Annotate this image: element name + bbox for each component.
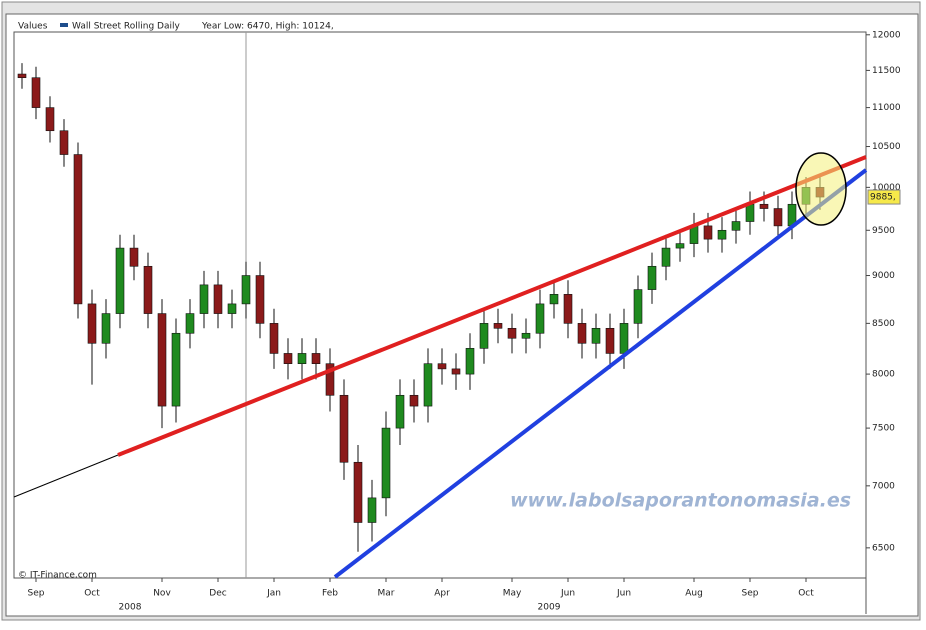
candle-body <box>535 303 545 334</box>
candle-body <box>661 247 671 267</box>
legend-swatch <box>60 23 68 27</box>
x-tick-label: Apr <box>434 589 450 599</box>
y-tick-label: 8500 <box>872 319 895 329</box>
candle-body <box>171 332 181 407</box>
trend-extension <box>13 454 119 498</box>
y-tick-label: 9500 <box>872 226 895 236</box>
x-tick-label: Jun <box>616 589 631 599</box>
candle-body <box>479 323 489 349</box>
candle-body <box>339 394 349 463</box>
candle-body <box>241 275 251 305</box>
candle-body <box>591 327 601 344</box>
x-tick-label: Feb <box>322 589 338 599</box>
candle-body <box>227 303 237 314</box>
plot-area <box>13 31 867 579</box>
credit: © IT-Finance.com <box>18 571 97 581</box>
candle-body <box>759 203 769 209</box>
support-line <box>333 168 868 579</box>
y-tick-label: 11500 <box>872 66 901 76</box>
candle-body <box>409 394 419 407</box>
candle-body <box>185 313 195 334</box>
year-label: 2008 <box>119 603 142 613</box>
x-tick-label: Mar <box>378 589 395 599</box>
candle-body <box>605 327 615 354</box>
candle-body <box>437 363 447 370</box>
candle-body <box>675 243 685 249</box>
y-tick-label: 9000 <box>872 271 895 281</box>
x-tick-label: Oct <box>84 589 100 599</box>
watermark: www.labolsaporantonomasia.es <box>510 490 851 512</box>
y-tick-label: 10000 <box>872 183 901 193</box>
x-tick-label: May <box>503 589 522 599</box>
x-tick-label: Jan <box>266 589 281 599</box>
candle-body <box>311 353 321 364</box>
candle-body <box>297 353 307 364</box>
candle-body <box>17 73 27 79</box>
y-tick-label: 7000 <box>872 481 895 491</box>
candle-body <box>731 221 741 231</box>
year-label: 2009 <box>538 603 561 613</box>
x-tick-label: Sep <box>742 589 759 599</box>
candle-body <box>577 323 587 344</box>
candle-body <box>395 394 405 429</box>
resistance-line <box>117 155 867 457</box>
candle-body <box>199 284 209 314</box>
candle-body <box>717 229 727 240</box>
candle-body <box>101 313 111 344</box>
candle-body <box>353 461 363 523</box>
candle-body <box>129 247 139 267</box>
candle-body <box>59 130 69 155</box>
candle-body <box>773 208 783 227</box>
candle-body <box>87 303 97 344</box>
y-tick-label: 7500 <box>872 424 895 434</box>
candle-body <box>493 323 503 329</box>
y-tick-label: 12000 <box>872 30 901 40</box>
chart-subtitle: Year Low: 6470, High: 10124, <box>201 22 334 32</box>
candle-body <box>367 497 377 523</box>
y-tick-label: 11000 <box>872 103 901 113</box>
last-price-label: 9885, <box>870 193 896 203</box>
candle-body <box>31 77 41 108</box>
candle-body <box>423 363 433 407</box>
candle-body <box>143 265 153 314</box>
candle-body <box>507 327 517 339</box>
y-tick-label: 10500 <box>872 142 901 152</box>
candle-body <box>633 289 643 324</box>
candle-body <box>745 203 755 222</box>
last-price-box <box>867 189 901 205</box>
x-tick-label: Jun <box>560 589 575 599</box>
x-tick-label: Nov <box>153 589 171 599</box>
candles <box>17 63 825 552</box>
x-tick-label: Dec <box>209 589 226 599</box>
candle-body <box>563 294 573 324</box>
highlight-circle <box>795 152 847 226</box>
candle-body <box>619 323 629 354</box>
candle-body <box>73 154 83 305</box>
y-tick-label: 6500 <box>872 543 895 553</box>
x-tick-label: Aug <box>685 589 703 599</box>
candle-body <box>647 265 657 290</box>
candle-body <box>45 107 55 132</box>
chart-title: Wall Street Rolling Daily <box>72 22 180 32</box>
candle-body <box>325 363 335 396</box>
candle-body <box>521 332 531 339</box>
candle-body <box>115 247 125 314</box>
candle-body <box>703 225 713 240</box>
candle-body <box>451 368 461 375</box>
candle-body <box>255 275 265 324</box>
x-tick-label: Oct <box>798 589 814 599</box>
candle-body <box>157 313 167 407</box>
candle-body <box>381 427 391 499</box>
legend-label: Values <box>18 22 48 32</box>
y-tick-label: 8000 <box>872 370 895 380</box>
candle-body <box>549 294 559 305</box>
candle-body <box>465 348 475 375</box>
candle-body <box>213 284 223 314</box>
candle-body <box>283 353 293 364</box>
x-tick-label: Sep <box>28 589 45 599</box>
candle-body <box>269 323 279 354</box>
